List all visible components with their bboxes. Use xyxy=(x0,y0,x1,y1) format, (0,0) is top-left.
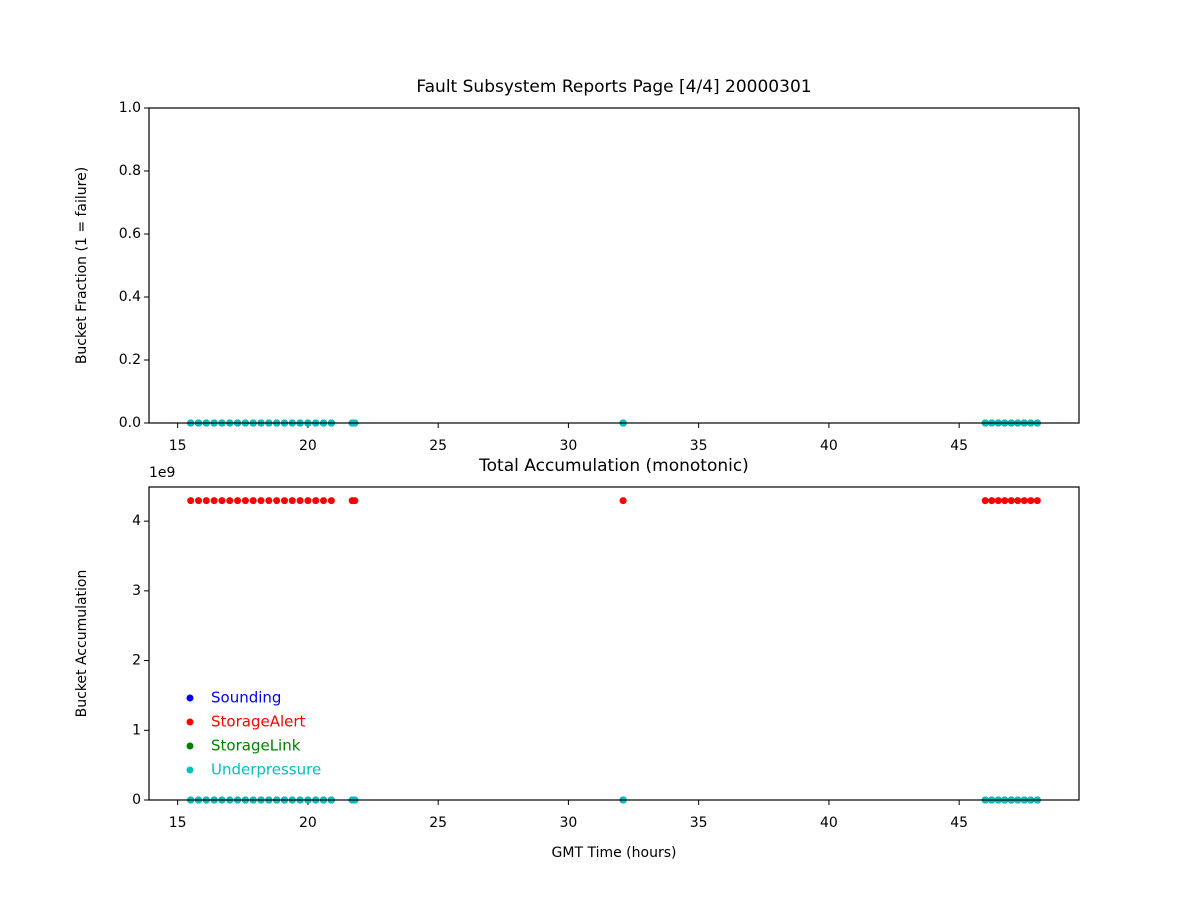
x-tick-label: 45 xyxy=(950,438,968,454)
point xyxy=(273,497,281,505)
y-tick-label: 0.6 xyxy=(119,226,141,242)
point xyxy=(202,497,210,505)
legend-label: Underpressure xyxy=(211,761,321,779)
x-tick-label: 30 xyxy=(559,438,577,454)
point xyxy=(1027,497,1035,505)
legend-marker xyxy=(186,718,194,726)
x-axis-label: GMT Time (hours) xyxy=(552,845,677,861)
legend-label: Sounding xyxy=(211,689,281,707)
legend-marker xyxy=(186,742,194,750)
point xyxy=(988,497,996,505)
x-tick-label: 35 xyxy=(690,438,708,454)
point xyxy=(1033,497,1041,505)
point xyxy=(257,497,265,505)
point xyxy=(241,497,249,505)
y-tick-label: 4 xyxy=(132,513,141,529)
subplot: Fault Subsystem Reports Page [4/4] 20000… xyxy=(74,77,1080,454)
point xyxy=(265,497,273,505)
x-tick-label: 45 xyxy=(950,815,968,831)
x-tick-label: 30 xyxy=(559,815,577,831)
chart-title: Total Accumulation (monotonic) xyxy=(478,456,749,476)
y-axis-label: Bucket Accumulation xyxy=(74,570,90,718)
point xyxy=(218,497,226,505)
x-tick-label: 20 xyxy=(299,815,317,831)
x-tick-label: 25 xyxy=(429,815,447,831)
y-tick-label: 1 xyxy=(132,722,141,738)
y-tick-label: 3 xyxy=(132,583,141,599)
point xyxy=(327,497,335,505)
point xyxy=(304,497,312,505)
legend-label: StorageAlert xyxy=(211,713,306,731)
y-tick-label: 0.8 xyxy=(119,163,141,179)
point xyxy=(351,497,359,505)
x-tick-label: 35 xyxy=(690,815,708,831)
point xyxy=(320,497,328,505)
y-axis-label: Bucket Fraction (1 = failure) xyxy=(74,167,90,364)
x-tick-label: 20 xyxy=(299,438,317,454)
chart-title: Fault Subsystem Reports Page [4/4] 20000… xyxy=(416,77,811,97)
point xyxy=(994,497,1002,505)
point xyxy=(296,497,304,505)
y-tick-label: 0.2 xyxy=(119,352,141,368)
point xyxy=(1007,497,1015,505)
y-tick-label: 0.0 xyxy=(119,415,141,431)
point xyxy=(226,497,234,505)
x-tick-label: 15 xyxy=(169,815,187,831)
point xyxy=(1001,497,1009,505)
point xyxy=(194,497,202,505)
plot-frame xyxy=(148,107,1080,424)
y-tick-label: 2 xyxy=(132,653,141,669)
point xyxy=(280,497,288,505)
point xyxy=(619,497,627,505)
x-tick-label: 15 xyxy=(169,438,187,454)
point xyxy=(1014,497,1022,505)
y-offset-label: 1e9 xyxy=(149,465,175,481)
x-tick-label: 25 xyxy=(429,438,447,454)
y-tick-label: 1.0 xyxy=(119,100,141,116)
legend-marker xyxy=(186,694,194,702)
point xyxy=(288,497,296,505)
point xyxy=(210,497,218,505)
point xyxy=(981,497,989,505)
subplot: Total Accumulation (monotonic) Bucket Acc… xyxy=(74,456,1080,861)
legend-label: StorageLink xyxy=(211,737,301,755)
point xyxy=(234,497,242,505)
point xyxy=(187,497,195,505)
point xyxy=(312,497,320,505)
point xyxy=(1020,497,1028,505)
y-tick-label: 0 xyxy=(132,792,141,808)
legend-marker xyxy=(186,766,194,774)
y-tick-label: 0.4 xyxy=(119,289,141,305)
x-tick-label: 40 xyxy=(820,438,838,454)
plot-frame xyxy=(148,486,1080,801)
point xyxy=(249,497,257,505)
x-tick-label: 40 xyxy=(820,815,838,831)
